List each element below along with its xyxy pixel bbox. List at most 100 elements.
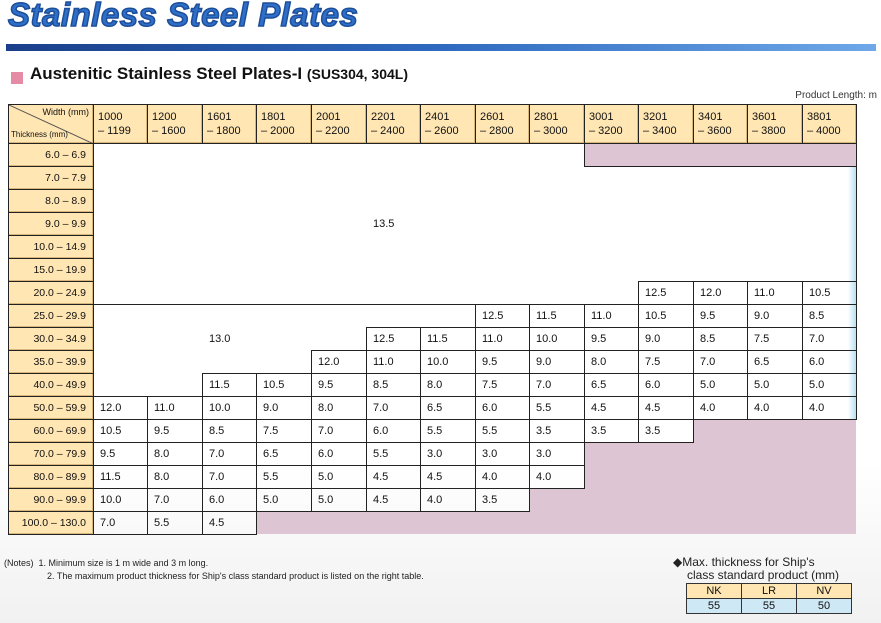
value-cell: 11.0 — [373, 355, 394, 368]
table-rule — [93, 442, 694, 443]
table-rule — [475, 304, 476, 327]
table-rule — [584, 304, 585, 327]
value-cell: 12.0 — [318, 355, 340, 368]
width-header-from: 1601 — [207, 110, 232, 123]
value-cell: 5.0 — [754, 378, 770, 391]
value-cell: 7.0 — [209, 447, 225, 460]
ship-value-nk: 55 — [686, 598, 742, 614]
value-cell: 9.0 — [645, 332, 661, 345]
width-header-from: 3601 — [752, 110, 777, 123]
page-title: Stainless Steel Plates — [7, 0, 359, 34]
note-1: 1. Minimum size is 1 m wide and 3 m long… — [38, 558, 209, 568]
width-header-from: 3801 — [807, 110, 832, 123]
ship-class-title: ◆Max. thickness for Ship's class standar… — [673, 556, 839, 582]
table-rule — [311, 396, 312, 419]
table-rule — [856, 327, 857, 350]
table-rule — [747, 281, 748, 304]
table-rule — [638, 104, 639, 143]
value-cell: 7.0 — [373, 401, 389, 414]
table-rule — [529, 396, 530, 419]
product-length-label: Product Length: m — [795, 90, 877, 101]
table-rule — [8, 258, 94, 259]
table-rule — [8, 104, 9, 534]
table-rule — [747, 304, 748, 327]
table-rule — [693, 304, 694, 327]
value-cell: 10.0 — [100, 493, 122, 506]
table-rule — [8, 465, 94, 466]
table-rule — [366, 419, 367, 442]
value-cell: 7.0 — [536, 378, 552, 391]
width-header: 1200– 1600 — [147, 104, 202, 143]
table-rule — [256, 488, 257, 511]
value-cell: 5.5 — [427, 424, 443, 437]
table-rule — [420, 488, 421, 511]
value-cell: 3.5 — [482, 493, 498, 506]
value-cell: 5.5 — [536, 401, 552, 414]
value-cell: 4.0 — [754, 401, 770, 414]
thickness-row-header: 25.0 – 29.9 — [8, 304, 93, 327]
width-header-from: 2401 — [425, 110, 450, 123]
value-cell: 4.5 — [591, 401, 607, 414]
notes-label: (Notes) — [4, 558, 34, 568]
unavailable-region — [584, 442, 856, 465]
thickness-row-header: 8.0 – 8.9 — [8, 189, 93, 212]
width-header: 1801– 2000 — [256, 104, 311, 143]
thickness-row-header: 30.0 – 34.9 — [8, 327, 93, 350]
value-cell: 6.0 — [645, 378, 661, 391]
table-rule — [311, 465, 312, 488]
value-cell: 7.0 — [154, 493, 170, 506]
thickness-row-header: 60.0 – 69.9 — [8, 419, 93, 442]
value-cell: 8.0 — [591, 355, 607, 368]
table-rule — [8, 189, 94, 190]
table-rule — [8, 511, 94, 512]
value-cell: 7.5 — [482, 378, 498, 391]
table-edge-shading — [848, 166, 856, 419]
table-rule — [147, 511, 148, 534]
value-cell: 6.0 — [482, 401, 498, 414]
unavailable-region — [256, 511, 856, 534]
table-rule — [8, 373, 94, 374]
width-header-to: – 3200 — [589, 124, 623, 137]
table-rule — [475, 104, 476, 143]
value-cell: 9.5 — [318, 378, 334, 391]
value-cell: 8.0 — [427, 378, 443, 391]
table-rule — [693, 104, 694, 143]
thickness-row-header: 70.0 – 79.9 — [8, 442, 93, 465]
table-rule — [584, 373, 585, 396]
thickness-row-header: 15.0 – 19.9 — [8, 258, 93, 281]
notes: (Notes) 1. Minimum size is 1 m wide and … — [4, 557, 424, 583]
value-cell: 5.5 — [263, 470, 279, 483]
ship-value-lr: 55 — [741, 598, 797, 614]
table-rule — [747, 350, 748, 373]
value-cell: 7.5 — [263, 424, 279, 437]
table-rule — [256, 511, 257, 534]
value-cell: 7.0 — [700, 355, 716, 368]
table-rule — [147, 104, 148, 143]
width-header: 2401– 2600 — [420, 104, 475, 143]
table-rule — [475, 304, 857, 305]
table-rule — [802, 373, 803, 396]
table-rule — [856, 373, 857, 396]
table-rule — [93, 534, 257, 535]
value-cell: 11.5 — [536, 309, 557, 322]
value-cell: 12.5 — [645, 286, 667, 299]
table-rule — [529, 442, 530, 465]
table-rule — [638, 327, 639, 350]
width-header: 2001– 2200 — [311, 104, 366, 143]
width-header-to: – 4000 — [807, 124, 841, 137]
table-rule — [93, 511, 530, 512]
thickness-row-header: 9.0 – 9.9 — [8, 212, 93, 235]
value-cell: 3.5 — [591, 424, 607, 437]
thickness-row-header: 7.0 – 7.9 — [8, 166, 93, 189]
value-cell: 3.0 — [427, 447, 443, 460]
table-rule — [8, 488, 94, 489]
thickness-row-header: 20.0 – 24.9 — [8, 281, 93, 304]
unavailable-region — [584, 465, 856, 488]
table-rule — [256, 104, 257, 143]
table-rule — [8, 212, 94, 213]
value-cell: 4.5 — [209, 516, 225, 529]
width-header-to: – 1800 — [207, 124, 241, 137]
value-cell: 8.5 — [209, 424, 225, 437]
width-header-to: – 2200 — [316, 124, 350, 137]
table-rule — [802, 350, 803, 373]
